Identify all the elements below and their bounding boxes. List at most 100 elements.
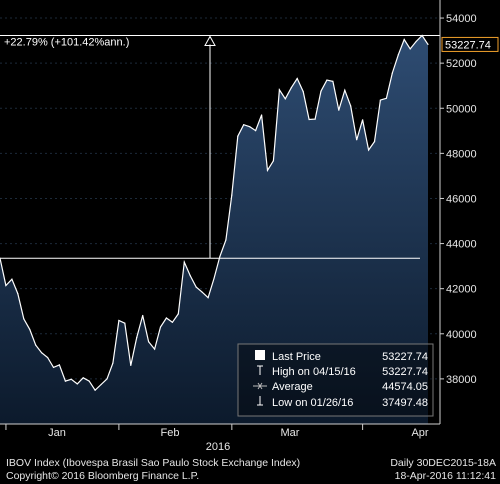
legend-item-value: 53227.74 <box>382 366 428 378</box>
source-title: IBOV Index (Ibovespa Brasil Sao Paulo St… <box>6 457 301 469</box>
data-point <box>47 356 49 359</box>
data-point <box>171 321 173 323</box>
data-point <box>385 97 387 99</box>
last-price-tag: 53227.74 <box>441 36 499 52</box>
data-point <box>225 239 227 241</box>
data-point <box>76 383 78 385</box>
data-point <box>154 348 156 350</box>
data-point <box>64 380 66 382</box>
data-point <box>350 105 352 107</box>
y-tick-label: 52000 <box>446 58 477 70</box>
price-points <box>0 34 429 391</box>
last-price-tag-label: 53227.74 <box>445 39 491 51</box>
data-point <box>106 378 108 380</box>
data-point <box>165 317 167 319</box>
data-point <box>159 326 162 328</box>
data-point <box>391 72 393 74</box>
x-month-label: Mar <box>281 427 300 439</box>
data-point <box>58 364 61 366</box>
data-point <box>52 366 55 368</box>
data-point <box>255 130 257 132</box>
data-point <box>368 149 370 151</box>
data-point <box>308 118 310 121</box>
last-price-tag-box <box>441 36 499 52</box>
data-point <box>373 141 376 143</box>
data-point <box>11 278 13 280</box>
data-point <box>266 169 269 171</box>
data-point <box>338 109 340 111</box>
data-point <box>356 139 358 141</box>
data-point <box>249 126 251 128</box>
data-point <box>142 314 144 317</box>
data-point <box>82 377 84 379</box>
change-annotation: +22.79% (+101.42%ann.) <box>4 36 129 48</box>
data-point <box>314 118 316 120</box>
data-point <box>5 284 7 287</box>
data-point <box>112 362 114 364</box>
y-tick-label: 46000 <box>446 193 477 205</box>
y-tick-label: 38000 <box>446 374 477 386</box>
y-tick-label: 44000 <box>446 239 477 251</box>
data-point <box>118 319 120 322</box>
data-point <box>403 38 405 41</box>
data-point <box>124 322 126 324</box>
data-point <box>177 313 179 315</box>
data-point <box>35 344 37 346</box>
data-point <box>189 275 191 277</box>
data-point <box>344 89 346 91</box>
data-point <box>213 277 215 280</box>
low-marker-icon <box>257 396 263 406</box>
change-arrow-head <box>204 35 216 46</box>
average-marker-icon <box>253 382 267 390</box>
y-tick-label: 42000 <box>446 284 477 296</box>
data-point <box>100 383 102 386</box>
data-point <box>17 293 19 295</box>
data-point <box>183 261 185 263</box>
data-point <box>88 380 90 382</box>
data-point <box>397 54 399 56</box>
x-month-label: Apr <box>411 427 428 439</box>
legend-item-label: Low on 01/26/16 <box>272 397 353 409</box>
legend-item-label: High on 04/15/16 <box>272 366 356 378</box>
data-point <box>272 160 274 162</box>
data-point <box>409 48 411 50</box>
data-point <box>415 40 417 43</box>
x-year-label: 2016 <box>206 441 230 453</box>
data-point <box>320 90 322 92</box>
copyright: Copyright© 2016 Bloomberg Finance L.P. <box>6 470 200 482</box>
data-point <box>136 337 138 339</box>
data-point <box>237 135 239 137</box>
data-point <box>94 389 96 391</box>
data-point <box>195 286 197 288</box>
data-point <box>207 297 209 299</box>
y-tick-label: 40000 <box>446 329 477 341</box>
data-point <box>243 124 245 126</box>
x-month-label: Jan <box>48 427 66 439</box>
y-tick-label: 50000 <box>446 103 477 115</box>
data-point <box>201 291 203 293</box>
legend-item-value: 44574.05 <box>382 381 428 393</box>
price-area <box>0 35 428 424</box>
legend-swatch-last-price <box>255 350 265 360</box>
data-point <box>296 77 298 80</box>
timestamp: 18-Apr-2016 11:12:41 <box>394 470 496 482</box>
legend-box <box>237 343 434 417</box>
data-point <box>290 87 292 89</box>
data-point <box>302 91 304 93</box>
data-point <box>326 79 328 81</box>
data-point <box>278 89 280 91</box>
data-point <box>41 352 43 354</box>
x-axis <box>5 424 364 430</box>
y-axis: 38000 40000 42000 44000 46000 48000 50000 52000… <box>440 13 477 386</box>
ibov-chart: +22.79% (+101.42%ann.) 38000 40000 42000 44… <box>0 0 499 453</box>
high-marker-icon <box>257 365 263 375</box>
data-point <box>219 255 221 257</box>
data-point <box>23 318 25 320</box>
period-label: Daily 30DEC2015-18A <box>390 457 496 469</box>
legend-item-label: Last Price <box>272 351 321 363</box>
data-point <box>332 80 334 82</box>
data-point <box>284 98 286 100</box>
data-point <box>130 364 132 366</box>
legend-item-value: 37497.48 <box>382 397 428 409</box>
x-month-label: Feb <box>161 427 180 439</box>
